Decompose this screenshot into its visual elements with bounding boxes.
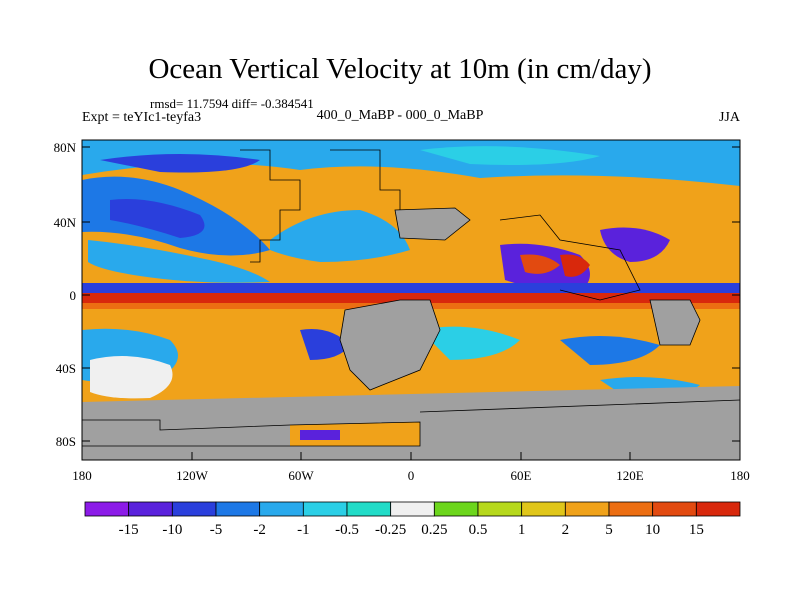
- colorbar-swatch: [128, 501, 173, 517]
- colorbar-label: -1: [297, 522, 310, 538]
- colorbar-label: 1: [518, 522, 526, 538]
- colorbar-label: -0.25: [375, 522, 406, 538]
- colorbar-label: 0.25: [421, 522, 447, 538]
- velocity-field: [82, 140, 741, 460]
- colorbar-swatch: [433, 501, 479, 517]
- y-tick-label: 0: [70, 288, 77, 303]
- colorbar-swatch: [608, 501, 654, 517]
- experiment-diff-label: 400_0_MaBP - 000_0_MaBP: [316, 108, 484, 123]
- colorbar-swatch: [259, 501, 304, 517]
- y-tick-label: 40S: [56, 361, 76, 376]
- x-tick-label: 180: [72, 468, 92, 483]
- colorbar-label: -0.5: [335, 522, 359, 538]
- colorbar-label: -2: [253, 522, 266, 538]
- colorbar-label: 5: [605, 522, 613, 538]
- x-tick-label: 120E: [616, 468, 644, 483]
- x-tick-label: 60W: [288, 468, 314, 483]
- x-tick-label: 0: [408, 468, 415, 483]
- colorbar-swatch: [390, 501, 435, 517]
- colorbar-swatch: [346, 501, 392, 517]
- colorbar-swatch: [477, 501, 523, 517]
- colorbar-swatch: [84, 501, 130, 517]
- colorbar-swatch: [215, 501, 261, 517]
- colorbar-swatch: [521, 501, 566, 517]
- season-label: JJA: [718, 110, 740, 125]
- colorbar: -15 -10 -5 -2 -1 -0.5 -0.25 0.25 0.5 1 2 5 10 15: [84, 501, 741, 538]
- stats-line: rmsd= 11.7594 diff= -0.384541: [150, 96, 314, 111]
- x-tick-label: 180: [730, 468, 750, 483]
- colorbar-label: -10: [162, 522, 182, 538]
- experiment-label: Expt = teYIc1-teyfa3: [82, 110, 202, 125]
- colorbar-swatch: [171, 501, 217, 517]
- colorbar-swatch: [302, 501, 348, 517]
- colorbar-label: 15: [689, 522, 704, 538]
- colorbar-label: 0.5: [469, 522, 488, 538]
- continents: [82, 208, 740, 460]
- y-tick-label: 80N: [54, 140, 77, 155]
- colorbar-swatch: [652, 501, 697, 517]
- colorbar-label: 2: [562, 522, 570, 538]
- y-tick-label: 80S: [56, 434, 76, 449]
- y-axis: [82, 146, 740, 442]
- colorbar-label: 10: [645, 522, 660, 538]
- colorbar-swatch: [695, 501, 741, 517]
- colorbar-label: -15: [119, 522, 139, 538]
- y-tick-label: 40N: [54, 215, 77, 230]
- map-title: Ocean Vertical Velocity at 10m (in cm/da…: [148, 53, 652, 85]
- x-axis: [81, 452, 741, 460]
- x-tick-label: 60E: [511, 468, 532, 483]
- colorbar-label: -5: [210, 522, 223, 538]
- colorbar-swatch: [564, 501, 610, 517]
- x-tick-label: 120W: [176, 468, 209, 483]
